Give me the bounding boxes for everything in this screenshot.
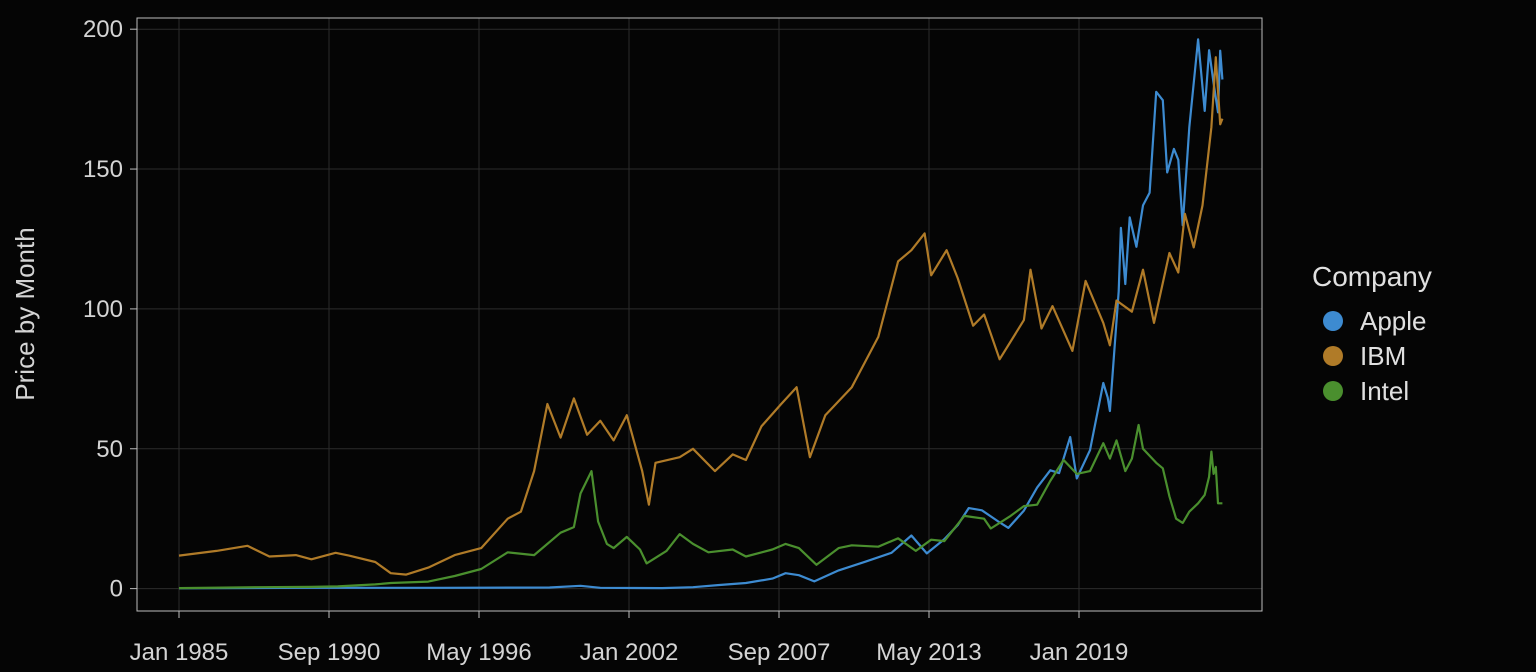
legend-label-ibm: IBM bbox=[1360, 341, 1406, 371]
legend-title: Company bbox=[1312, 261, 1432, 292]
y-tick-label: 100 bbox=[83, 296, 123, 323]
legend-label-apple: Apple bbox=[1360, 306, 1427, 336]
x-tick-label: Sep 2007 bbox=[728, 639, 831, 666]
grid bbox=[137, 18, 1262, 611]
y-tick-label: 50 bbox=[96, 436, 123, 463]
plot-area-frame bbox=[136, 17, 1263, 612]
y-tick-label: 0 bbox=[110, 576, 123, 603]
x-tick-label: May 1996 bbox=[426, 639, 531, 666]
y-axis-title: Price by Month bbox=[10, 227, 40, 400]
x-tick-label: Jan 1985 bbox=[130, 639, 229, 666]
legend: Company Apple IBM Intel bbox=[1312, 261, 1432, 406]
legend-swatch-intel bbox=[1323, 381, 1343, 401]
series-line-ibm bbox=[178, 56, 1224, 576]
x-tick-label: May 2013 bbox=[876, 639, 981, 666]
y-tick-label: 200 bbox=[83, 16, 123, 43]
x-tick-label: Sep 1990 bbox=[278, 639, 381, 666]
legend-swatch-apple bbox=[1323, 311, 1343, 331]
x-tick-label: Jan 2019 bbox=[1030, 639, 1129, 666]
x-tick-label: Jan 2002 bbox=[580, 639, 679, 666]
x-axis: Jan 1985 Sep 1990 May 1996 Jan 2002 Sep 2007… bbox=[130, 611, 1129, 666]
series-line-intel bbox=[178, 423, 1223, 590]
y-tick-label: 150 bbox=[83, 156, 123, 183]
series-line-apple bbox=[178, 38, 1224, 590]
y-axis: 0 50 100 150 200 bbox=[83, 16, 137, 603]
legend-label-intel: Intel bbox=[1360, 376, 1409, 406]
legend-swatch-ibm bbox=[1323, 346, 1343, 366]
series-layer bbox=[178, 38, 1224, 590]
